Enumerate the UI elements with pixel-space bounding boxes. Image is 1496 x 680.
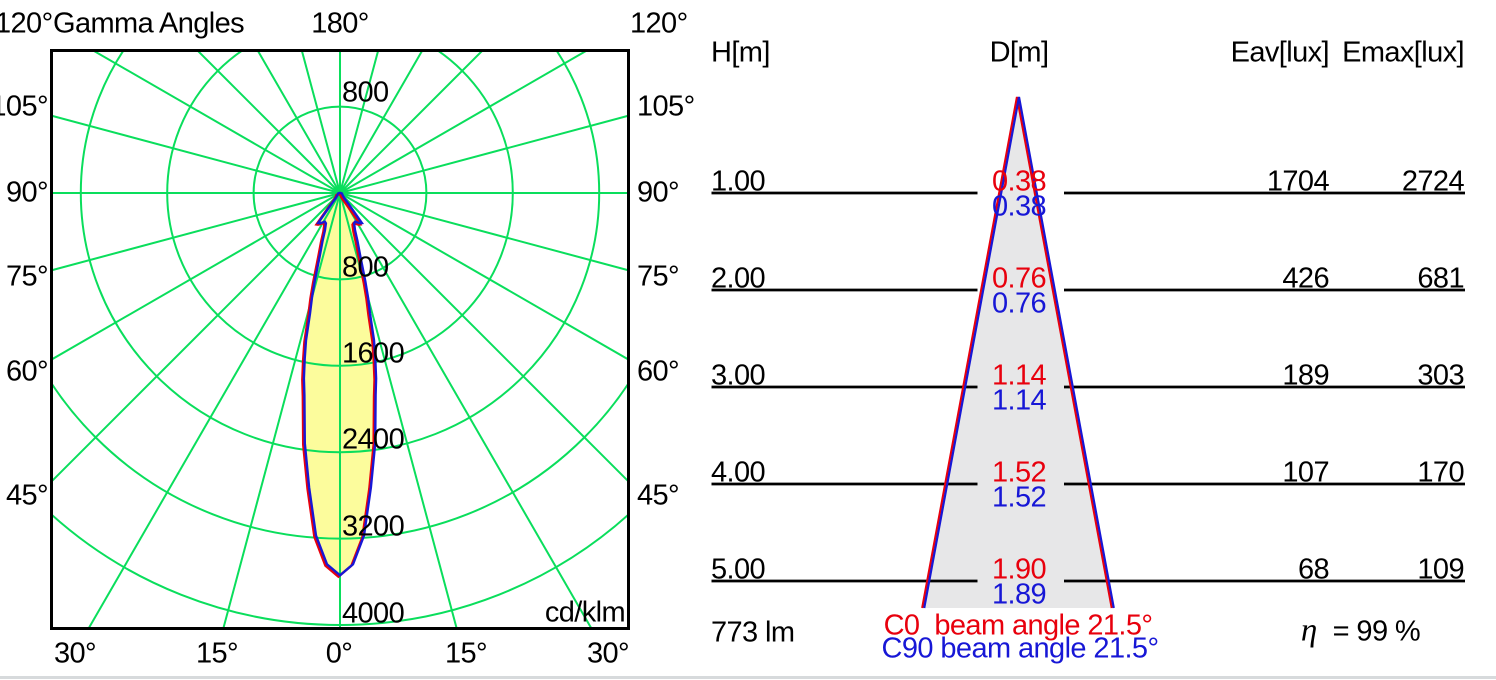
gamma-bottom-label: 30° <box>586 637 630 670</box>
diameter-c90: 1.14 <box>991 384 1047 417</box>
ring-value-label: 800 <box>342 76 389 109</box>
column-header-d: D[m] <box>989 36 1049 69</box>
gamma-left-label: 75° <box>5 260 49 293</box>
gamma-left-label: 60° <box>5 355 49 388</box>
column-header-emax: Emax[lux] <box>1342 36 1465 69</box>
eav-value: 1704 <box>1266 165 1330 198</box>
diameter-c90: 1.89 <box>991 578 1047 611</box>
emax-value: 2724 <box>1401 165 1465 198</box>
diameter-c90: 0.76 <box>991 287 1047 320</box>
height-value: 3.00 <box>711 359 766 392</box>
emax-value: 170 <box>1417 456 1464 489</box>
c90-beam-angle-label: C90 beam angle 21.5° <box>881 632 1160 665</box>
height-value: 2.00 <box>711 262 766 295</box>
ring-value-label: 3200 <box>342 510 405 543</box>
emax-value: 681 <box>1417 262 1464 295</box>
light-cone-edges <box>921 96 1115 609</box>
eav-value: 426 <box>1282 262 1329 295</box>
c0-intensity-curve <box>301 193 376 579</box>
height-value: 5.00 <box>711 553 766 586</box>
gamma-bottom-label: 15° <box>195 637 239 670</box>
diameter-c0: 1.14 <box>991 359 1047 392</box>
ring-value-label: 800 <box>342 251 389 284</box>
emax-value: 109 <box>1417 553 1464 586</box>
gamma-top-label: 180° <box>311 7 369 40</box>
polar-plot-border <box>50 49 630 630</box>
window-bottom-divider <box>0 676 1496 679</box>
gamma-right-label: 105° <box>637 90 695 123</box>
intensity-unit-label: cd/klm <box>544 596 626 629</box>
diameter-c90: 0.38 <box>991 190 1047 223</box>
height-value: 1.00 <box>711 165 766 198</box>
efficiency-label: η = 99 % <box>1271 586 1421 677</box>
eav-value: 68 <box>1297 553 1330 586</box>
light-cone-fill <box>924 97 1114 608</box>
emax-value: 303 <box>1417 359 1464 392</box>
table-row-lines <box>711 191 1465 583</box>
diameter-c90: 1.52 <box>991 481 1047 514</box>
eav-value: 107 <box>1282 456 1329 489</box>
gamma-left-label: 90° <box>5 176 49 209</box>
diameter-c0: 0.38 <box>991 165 1047 198</box>
eta-symbol: η <box>1300 612 1317 649</box>
eav-value: 189 <box>1282 359 1329 392</box>
column-header-h: H[m] <box>711 36 770 69</box>
eta-value: = 99 % <box>1332 615 1421 648</box>
height-value: 4.00 <box>711 456 766 489</box>
c0-beam-angle-label: C0 beam angle 21.5° <box>883 609 1153 642</box>
gamma-bottom-label: 15° <box>444 637 488 670</box>
gamma-right-label: 45° <box>637 479 680 512</box>
diameter-c0: 1.52 <box>991 456 1047 489</box>
ring-value-label: 2400 <box>342 423 405 456</box>
ring-value-label: 4000 <box>342 597 405 630</box>
gamma-bottom-label: 0° <box>325 637 353 670</box>
gamma-left-label: 105° <box>0 90 49 123</box>
gamma-bottom-label: 30° <box>53 637 97 670</box>
c90-intensity-curve <box>302 191 378 577</box>
gamma-corner-label-left: 120° <box>0 7 53 40</box>
polar-grid <box>51 50 629 629</box>
diameter-c0: 0.76 <box>991 262 1047 295</box>
column-header-eav: Eav[lux] <box>1230 36 1330 69</box>
luminous-flux-value: 773 lm <box>711 616 795 649</box>
ring-value-label: 1600 <box>342 337 405 370</box>
gamma-left-label: 45° <box>5 479 49 512</box>
diameter-c0: 1.90 <box>991 553 1047 586</box>
gamma-right-label: 75° <box>637 260 680 293</box>
gamma-right-label: 90° <box>637 176 680 209</box>
polar-title: Gamma Angles <box>53 7 245 40</box>
gamma-right-label: 60° <box>637 355 680 388</box>
gamma-corner-label-right: 120° <box>630 7 688 40</box>
